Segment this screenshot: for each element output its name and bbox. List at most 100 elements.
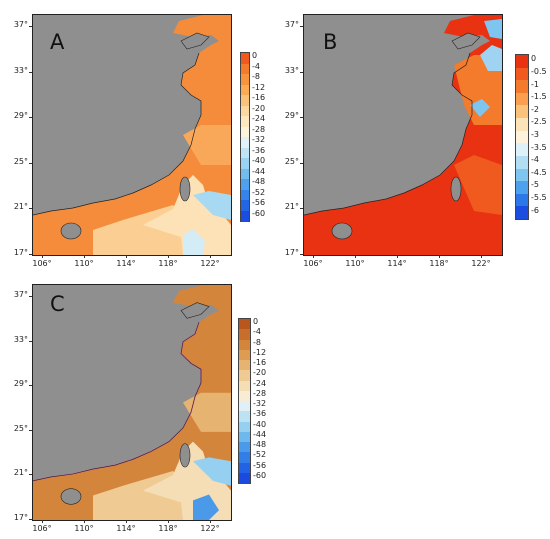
- x-tick-mark: [84, 520, 85, 523]
- hainan-island: [331, 222, 353, 240]
- hainan-island: [60, 222, 82, 240]
- panel-c: C 37° 33° 29° 25° 21° 17° 106° 110° 114° 118° 122°…: [0, 270, 275, 539]
- colorbar-label: -36: [253, 409, 267, 419]
- y-tick-mark: [300, 26, 303, 27]
- colorbar-label: -4: [531, 155, 539, 165]
- y-tick-label: 33°: [13, 65, 28, 75]
- colorbar-segment: [241, 137, 249, 148]
- colorbar-label: -16: [252, 93, 266, 103]
- colorbar-label: -20: [253, 368, 267, 378]
- x-tick-label: 106°: [32, 524, 52, 533]
- colorbar-segment: [239, 421, 250, 433]
- x-tick-label: 114°: [116, 259, 136, 268]
- colorbar-label: -4: [253, 327, 261, 337]
- colorbar-segment: [516, 67, 528, 81]
- x-tick-label: 122°: [200, 259, 220, 268]
- colorbar-label: -5.5: [531, 193, 547, 203]
- coastline: [304, 52, 473, 216]
- colorbar-label: -32: [252, 135, 266, 145]
- colorbar-segment: [239, 319, 250, 330]
- y-tick-mark: [29, 385, 32, 387]
- colorbar-segment: [516, 118, 528, 132]
- colorbar-label: -8: [253, 337, 261, 347]
- colorbar-label: -32: [253, 399, 267, 409]
- colorbar-label: -60: [252, 208, 266, 218]
- x-tick-mark: [42, 255, 43, 258]
- y-tick-mark: [29, 340, 32, 342]
- x-tick-mark: [84, 255, 85, 258]
- y-tick-label: 29°: [13, 111, 28, 121]
- colorbar-segment: [516, 155, 528, 170]
- colorbar-segment: [241, 147, 249, 159]
- colorbar-label: -60: [253, 470, 267, 480]
- colorbar-label: -2: [531, 104, 539, 114]
- y-tick-mark: [29, 26, 32, 27]
- x-tick-label: 118°: [158, 259, 178, 268]
- colorbar-segment: [516, 143, 528, 157]
- colorbar-label: -52: [252, 187, 266, 197]
- x-tick-mark: [126, 520, 127, 523]
- y-tick-label: 37°: [13, 20, 28, 29]
- taiwan-island: [450, 176, 462, 202]
- y-tick-mark: [300, 162, 303, 164]
- colorbar-segment: [239, 411, 250, 422]
- colorbar-segment: [239, 390, 250, 402]
- colorbar-label: -56: [253, 460, 267, 470]
- colorbar-label: -28: [252, 124, 266, 134]
- hainan-island: [60, 488, 82, 505]
- colorbar-label: -48: [252, 177, 266, 187]
- colorbar-label: -1: [531, 79, 539, 89]
- x-tick-label: 110°: [345, 259, 365, 268]
- x-tick-label: 118°: [158, 524, 178, 533]
- colorbar-label: -5: [531, 180, 539, 190]
- colorbar-label: -12: [252, 82, 266, 92]
- colorbar-label: -28: [253, 388, 267, 398]
- colorbar-segment: [239, 370, 250, 381]
- colorbar-segment: [239, 380, 250, 392]
- panel-b: B 37° 33° 29° 25° 21° 17° 106° 110° 114° 118° 122°…: [275, 0, 550, 270]
- colorbar-segment: [241, 63, 249, 75]
- colorbar-label: -44: [253, 429, 267, 439]
- x-tick-label: 118°: [429, 259, 449, 268]
- y-tick-mark: [29, 254, 32, 255]
- colorbar-segment: [239, 452, 250, 463]
- colorbar-label: 0: [253, 317, 259, 327]
- colorbar-label: -6: [531, 205, 539, 215]
- map-a-svg: [33, 15, 231, 255]
- colorbar-label: -56: [252, 198, 266, 208]
- colorbar-segment: [239, 401, 250, 412]
- colorbar-label: 0: [531, 54, 537, 64]
- x-tick-mark: [42, 520, 43, 523]
- y-tick-label: 21°: [13, 202, 28, 212]
- colorbar-segment: [516, 206, 528, 220]
- colorbar-label: -3.5: [531, 142, 547, 152]
- x-tick-mark: [481, 255, 482, 258]
- y-tick-mark: [29, 519, 32, 520]
- x-tick-mark: [210, 520, 211, 523]
- colorbar: [240, 52, 250, 222]
- colorbar-label: -44: [252, 166, 266, 176]
- y-tick-label: 29°: [284, 111, 299, 121]
- colorbar-label: -1.5: [531, 92, 547, 102]
- colorbar-segment: [241, 189, 249, 201]
- colorbar-label: -20: [252, 103, 266, 113]
- panel-letter: B: [323, 30, 338, 54]
- x-tick-mark: [168, 520, 169, 523]
- x-tick-mark: [439, 255, 440, 258]
- colorbar-segment: [239, 472, 250, 484]
- colorbar-segment: [239, 339, 250, 351]
- colorbar-label: -0.5: [531, 66, 547, 76]
- colorbar: [515, 54, 529, 220]
- y-tick-mark: [300, 117, 303, 119]
- colorbar-segment: [241, 126, 249, 138]
- colorbar-segment: [239, 442, 250, 453]
- coastline: [33, 52, 202, 216]
- x-tick-mark: [397, 255, 398, 258]
- x-tick-label: 122°: [200, 524, 220, 533]
- x-tick-mark: [168, 255, 169, 258]
- y-tick-mark: [29, 474, 32, 476]
- colorbar-segment: [241, 168, 249, 180]
- y-tick-mark: [29, 429, 32, 431]
- y-tick-mark: [29, 208, 32, 210]
- colorbar-segment: [516, 92, 528, 106]
